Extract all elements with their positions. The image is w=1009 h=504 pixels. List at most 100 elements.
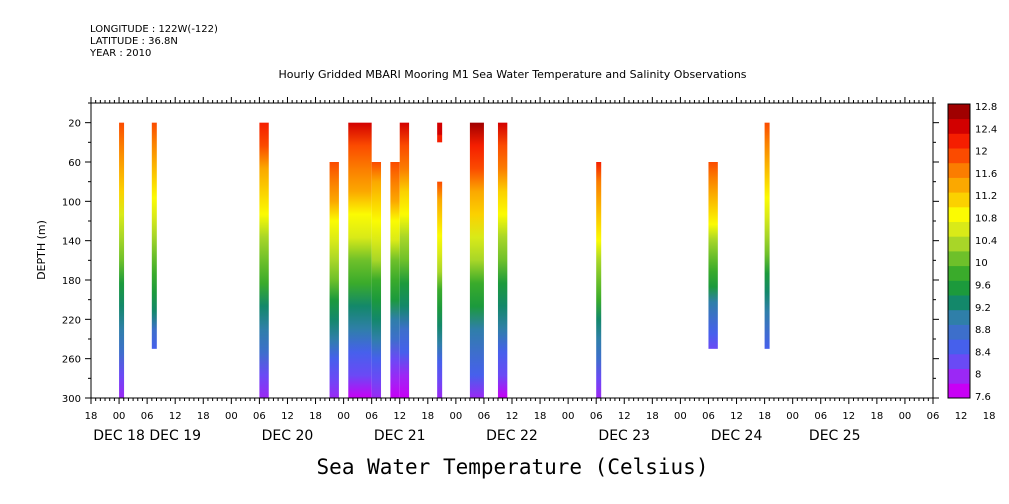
x-hour-tick-label: 06: [590, 411, 603, 422]
colorbar-swatch: [948, 339, 970, 355]
x-day-label: DEC 22: [486, 428, 538, 444]
data-column: [329, 162, 339, 398]
x-hour-tick-label: 12: [281, 411, 294, 422]
colorbar-swatch: [948, 383, 970, 399]
x-hour-tick-label: 06: [365, 411, 378, 422]
colorbar: 12.8 12.4 12 11.6 11.2 10.8 10.4 10 9.6 9.2 8.8 8.4…: [947, 102, 997, 403]
colorbar-swatch: [948, 221, 970, 237]
colorbar-label: 10.4: [975, 236, 997, 247]
data-column: [708, 162, 718, 349]
x-hour-tick-label: 18: [197, 411, 210, 422]
y-tick-label: 300: [62, 394, 81, 405]
x-day-label: DEC 19: [149, 428, 201, 444]
y-tick-label: 140: [62, 237, 81, 248]
data-column: [596, 162, 602, 398]
colorbar-label: 10: [975, 258, 988, 269]
x-hour-tick-label: 12: [842, 411, 855, 422]
x-hour-tick-label: 18: [309, 411, 322, 422]
x-hour-tick-label: 12: [730, 411, 743, 422]
data-column: [390, 162, 400, 398]
colorbar-swatch: [948, 353, 970, 369]
x-hour-tick-label: 18: [983, 411, 996, 422]
data-column: [348, 122, 372, 399]
x-hour-tick-label: 00: [225, 411, 238, 422]
colorbar-label: 9.2: [975, 303, 991, 314]
x-hour-tick-label: 18: [870, 411, 883, 422]
y-axis-label: DEPTH (m): [35, 220, 48, 280]
data-column: [437, 122, 443, 143]
colorbar-swatch: [948, 133, 970, 149]
x-hour-tick-label: 06: [478, 411, 491, 422]
data-column: [399, 122, 410, 399]
colorbar-swatch: [948, 206, 970, 222]
x-hour-tick-label: 00: [113, 411, 126, 422]
x-hour-tick-label: 00: [899, 411, 912, 422]
x-hour-tick-label: 06: [253, 411, 266, 422]
data-column: [497, 122, 508, 399]
x-hour-tick-label: 06: [814, 411, 827, 422]
data-column: [119, 122, 125, 399]
x-hour-tick-label: 12: [169, 411, 182, 422]
colorbar-label: 12: [975, 147, 988, 158]
colorbar-label: 8.8: [975, 325, 991, 336]
y-tick-label: 180: [62, 276, 81, 287]
colorbar-swatch: [948, 280, 970, 296]
colorbar-swatch: [948, 368, 970, 384]
data-column: [764, 122, 770, 349]
data-column: [259, 122, 269, 399]
x-hour-tick-label: 00: [337, 411, 350, 422]
x-hour-tick-label: 18: [534, 411, 547, 422]
colorbar-label: 11.2: [975, 191, 997, 202]
colorbar-label: 10.8: [975, 214, 997, 225]
x-hour-tick-label: 00: [562, 411, 575, 422]
colorbar-swatch: [948, 309, 970, 325]
x-hour-tick-label: 12: [955, 411, 968, 422]
y-tick-label: 60: [68, 158, 81, 169]
x-day-label: DEC 18: [93, 428, 145, 444]
y-tick-label: 220: [62, 315, 81, 326]
colorbar-swatch: [948, 251, 970, 267]
colorbar-swatch: [948, 265, 970, 281]
colorbar-label: 8.4: [975, 347, 991, 358]
colorbar-swatch: [948, 148, 970, 164]
data-column: [371, 162, 382, 398]
x-hour-tick-label: 18: [646, 411, 659, 422]
x-hour-tick-label: 06: [141, 411, 154, 422]
y-tick-label: 100: [62, 197, 81, 208]
plot-axes: 18 00 06 12 18 00 06 12 18 00 06 12 18 00 06 12 18 00 06 12…: [62, 97, 996, 444]
colorbar-label: 12.8: [975, 102, 997, 113]
x-day-label: DEC 24: [711, 428, 763, 444]
colorbar-swatch: [948, 177, 970, 193]
plot-frame: [90, 102, 934, 399]
y-tick-label: 260: [62, 355, 81, 366]
colorbar-swatch: [948, 104, 970, 120]
y-tick-label: 20: [68, 119, 81, 130]
x-day-label: DEC 25: [809, 428, 861, 444]
data-column: [151, 122, 157, 349]
colorbar-label: 12.4: [975, 124, 997, 135]
colorbar-swatch: [948, 162, 970, 178]
colorbar-swatch: [948, 118, 970, 134]
colorbar-label: 7.6: [975, 392, 991, 403]
x-hour-tick-label: 00: [674, 411, 687, 422]
latitude-label: LATITUDE : 36.8N: [90, 36, 178, 47]
data-column: [469, 122, 484, 399]
x-hour-tick-label: 06: [927, 411, 940, 422]
colorbar-label: 8: [975, 370, 981, 381]
x-day-label: DEC 20: [262, 428, 314, 444]
colorbar-swatch: [948, 295, 970, 311]
x-hour-tick-label: 00: [786, 411, 799, 422]
chart-title: Hourly Gridded MBARI Mooring M1 Sea Wate…: [278, 68, 747, 81]
colorbar-swatch: [948, 236, 970, 252]
data-columns: [119, 122, 770, 399]
x-hour-tick-label: 00: [449, 411, 462, 422]
x-axis-title: Sea Water Temperature (Celsius): [316, 455, 709, 479]
x-hour-tick-label: 18: [85, 411, 98, 422]
x-day-label: DEC 23: [598, 428, 650, 444]
colorbar-label: 9.6: [975, 280, 991, 291]
x-day-label: DEC 21: [374, 428, 426, 444]
x-hour-tick-label: 18: [758, 411, 771, 422]
colorbar-swatch: [948, 192, 970, 208]
data-column: [437, 181, 443, 398]
